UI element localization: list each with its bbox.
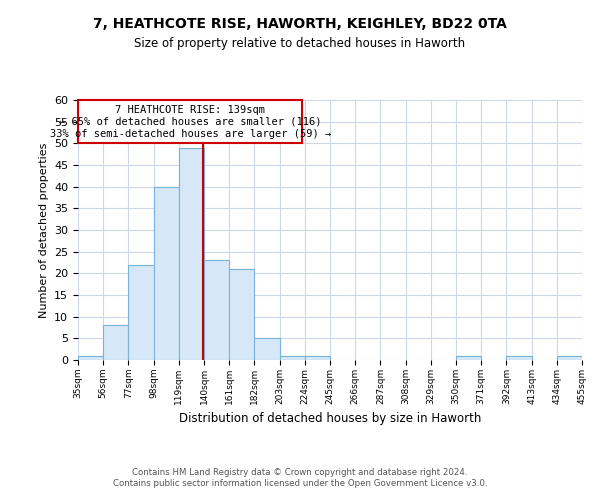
- Text: Contains HM Land Registry data © Crown copyright and database right 2024.
Contai: Contains HM Land Registry data © Crown c…: [113, 468, 487, 487]
- Text: 7 HEATHCOTE RISE: 139sqm: 7 HEATHCOTE RISE: 139sqm: [115, 104, 265, 115]
- Bar: [154, 186, 179, 360]
- Bar: [78, 356, 103, 360]
- Bar: [229, 269, 254, 360]
- Bar: [204, 260, 229, 360]
- Text: 7, HEATHCOTE RISE, HAWORTH, KEIGHLEY, BD22 0TA: 7, HEATHCOTE RISE, HAWORTH, KEIGHLEY, BD…: [93, 18, 507, 32]
- FancyBboxPatch shape: [78, 100, 302, 144]
- Y-axis label: Number of detached properties: Number of detached properties: [38, 142, 49, 318]
- Text: Size of property relative to detached houses in Haworth: Size of property relative to detached ho…: [134, 38, 466, 51]
- Bar: [280, 356, 305, 360]
- Bar: [557, 356, 582, 360]
- Text: ← 65% of detached houses are smaller (116): ← 65% of detached houses are smaller (11…: [59, 116, 322, 126]
- Bar: [506, 356, 532, 360]
- Bar: [254, 338, 280, 360]
- Bar: [103, 326, 128, 360]
- X-axis label: Distribution of detached houses by size in Haworth: Distribution of detached houses by size …: [179, 412, 481, 426]
- Bar: [128, 264, 154, 360]
- Bar: [179, 148, 204, 360]
- Bar: [305, 356, 330, 360]
- Bar: [456, 356, 481, 360]
- Text: 33% of semi-detached houses are larger (59) →: 33% of semi-detached houses are larger (…: [50, 129, 331, 139]
